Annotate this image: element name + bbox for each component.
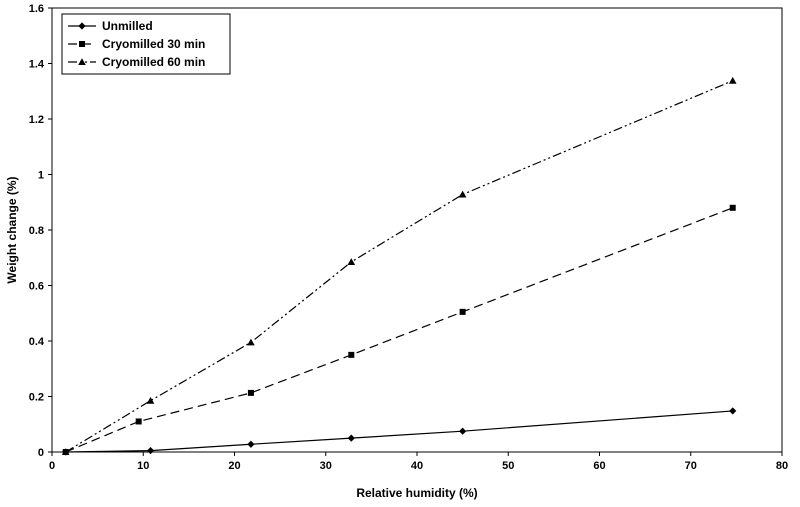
x-tick-label: 20 — [228, 460, 240, 472]
legend-label: Cryomilled 60 min — [102, 55, 205, 69]
y-axis-title: Weight change (%) — [5, 176, 19, 283]
plot-area-border — [51, 7, 783, 453]
data-point — [729, 204, 736, 211]
series-line — [65, 207, 733, 453]
y-tick-label: 0.6 — [29, 281, 44, 293]
data-point — [61, 448, 70, 456]
data-point — [458, 190, 467, 198]
data-point — [347, 258, 356, 265]
data-point — [459, 308, 466, 315]
data-point — [348, 351, 355, 358]
data-point — [135, 418, 142, 425]
legend: Unmilled Cryomilled 30 min Cryomilled 60 m… — [61, 13, 231, 75]
x-tick-label: 40 — [411, 460, 423, 472]
data-point — [728, 76, 737, 84]
legend-item: Cryomilled 60 min — [68, 55, 205, 69]
data-point — [247, 389, 254, 396]
y-tick-label: 1.6 — [29, 3, 44, 15]
series-3 — [61, 76, 737, 456]
y-tick-label: 1.4 — [29, 59, 45, 71]
series-layer — [61, 76, 737, 456]
legend-marker — [78, 58, 86, 66]
y-tick-label: 0.4 — [29, 336, 45, 348]
data-point — [247, 440, 255, 448]
series-2 — [62, 204, 736, 455]
legend-marker — [79, 41, 85, 47]
series-line — [65, 410, 733, 453]
series-1 — [62, 407, 737, 456]
x-tick-label: 50 — [502, 460, 514, 472]
x-tick-label: 60 — [593, 460, 605, 472]
legend-label: Cryomilled 30 min — [102, 37, 205, 51]
y-tick-label: 0.8 — [29, 225, 44, 237]
data-point — [247, 338, 255, 346]
legend-label: Unmilled — [102, 19, 153, 33]
x-tick-label: 80 — [776, 460, 788, 472]
legend-item: Unmilled — [68, 19, 153, 33]
data-point — [347, 434, 355, 442]
data-point — [459, 427, 467, 435]
legend-item: Cryomilled 30 min — [68, 37, 205, 51]
series-line — [65, 80, 733, 453]
x-tick-label: 10 — [137, 460, 149, 472]
legend-marker — [78, 22, 86, 30]
x-tick-label: 30 — [320, 460, 332, 472]
y-tick-label: 1.2 — [29, 114, 44, 126]
y-tick-label: 1 — [38, 170, 44, 182]
data-point — [729, 407, 737, 415]
y-tick-label: 0.2 — [29, 392, 44, 404]
x-tick-label: 0 — [49, 460, 55, 472]
x-axis-title: Relative humidity (%) — [356, 486, 477, 500]
y-tick-label: 0 — [38, 447, 44, 459]
x-tick-label: 70 — [685, 460, 697, 472]
axes: 0 10 20 30 40 50 60 70 80 0 0.2 0.4 0.6 0.8 1 1.2 1.4 1.6 — [29, 3, 788, 472]
data-point — [146, 396, 155, 404]
data-point — [146, 447, 155, 455]
